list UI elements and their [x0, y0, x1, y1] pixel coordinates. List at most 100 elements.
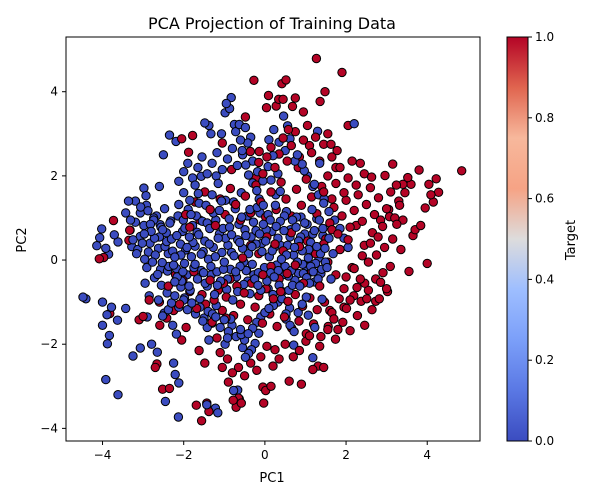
data-point-target-1: [298, 135, 309, 145]
data-point-target-0: [212, 148, 222, 158]
data-point-target-0: [247, 241, 257, 252]
data-point-target-0: [172, 230, 182, 241]
data-point-target-0: [240, 352, 251, 362]
data-point-target-1: [288, 352, 298, 362]
data-point-target-0: [231, 267, 241, 277]
data-point-target-0: [198, 316, 208, 326]
data-point-target-1: [347, 156, 357, 166]
data-point-target-1: [138, 311, 148, 322]
data-point-target-0: [182, 242, 192, 253]
data-point-target-1: [414, 165, 424, 175]
data-point-target-0: [139, 183, 149, 193]
data-point-target-1: [339, 284, 349, 294]
data-point-target-0: [289, 242, 300, 253]
data-point-target-0: [216, 196, 227, 206]
data-point-target-0: [186, 252, 197, 262]
data-point-target-1: [290, 260, 300, 270]
data-point-target-1: [327, 194, 337, 204]
data-point-target-1: [125, 225, 135, 235]
data-point-target-1: [254, 157, 264, 168]
data-point-target-1: [258, 270, 268, 280]
data-point-target-1: [304, 331, 315, 341]
data-point-target-1: [332, 145, 342, 156]
data-point-target-0: [309, 225, 320, 236]
y-axis-ticks: −4 −2 0 2 4: [40, 85, 66, 435]
data-point-target-1: [294, 345, 305, 356]
data-point-target-1: [355, 274, 365, 284]
data-point-target-0: [211, 312, 221, 322]
data-point-target-0: [140, 254, 150, 264]
data-point-target-0: [97, 320, 108, 330]
data-point-target-0: [308, 353, 318, 363]
data-point-target-0: [248, 217, 259, 227]
data-point-target-1: [187, 130, 198, 141]
data-point-target-1: [308, 364, 318, 375]
data-point-target-1: [341, 303, 352, 314]
data-point-target-1: [280, 339, 290, 349]
data-point-target-1: [374, 294, 384, 304]
data-point-target-0: [192, 274, 203, 284]
data-point-target-0: [261, 236, 271, 246]
data-point-target-0: [328, 249, 338, 259]
data-point-target-0: [232, 160, 243, 171]
data-point-target-0: [202, 169, 212, 179]
data-point-target-1: [210, 220, 221, 231]
data-point-target-1: [323, 324, 333, 335]
data-point-target-0: [264, 303, 274, 314]
colorbar-tick-label: 1.0: [535, 30, 554, 44]
y-tick-label: 4: [50, 85, 58, 99]
data-point-target-0: [78, 292, 88, 302]
data-point-target-0: [253, 280, 263, 290]
data-point-target-0: [143, 206, 153, 216]
data-point-target-1: [431, 174, 441, 184]
data-point-target-1: [315, 281, 325, 291]
data-point-target-1: [403, 172, 413, 183]
data-point-target-1: [392, 219, 402, 230]
data-point-target-0: [326, 274, 336, 284]
data-point-target-1: [310, 132, 321, 142]
data-point-target-0: [184, 281, 194, 291]
data-point-target-1: [352, 282, 362, 293]
data-point-target-1: [270, 162, 280, 173]
data-point-target-1: [256, 352, 266, 362]
data-point-target-0: [153, 295, 164, 305]
data-point-target-1: [290, 289, 300, 300]
y-tick-label: 2: [50, 169, 58, 183]
data-point-target-0: [190, 259, 200, 269]
data-point-target-0: [349, 119, 359, 129]
data-point-target-0: [315, 158, 325, 169]
data-point-target-1: [177, 335, 187, 345]
data-point-target-1: [373, 232, 383, 242]
data-point-target-1: [298, 107, 309, 117]
data-point-target-1: [276, 286, 286, 297]
data-point-target-1: [361, 199, 372, 210]
data-point-target-1: [266, 187, 276, 197]
x-tick-label: −2: [175, 448, 193, 462]
data-point-target-1: [215, 347, 225, 358]
data-point-target-0: [179, 258, 190, 269]
data-point-target-0: [128, 351, 138, 361]
data-point-target-1: [262, 152, 272, 162]
data-point-target-0: [102, 310, 112, 320]
data-point-target-0: [240, 122, 251, 133]
data-point-target-0: [157, 225, 168, 235]
data-point-target-1: [283, 124, 294, 135]
data-point-target-1: [360, 320, 370, 330]
data-point-target-0: [269, 124, 279, 135]
data-point-target-0: [170, 291, 180, 301]
data-point-target-0: [217, 164, 228, 175]
data-point-target-0: [182, 305, 193, 315]
data-point-target-1: [365, 238, 376, 248]
data-point-target-1: [416, 220, 426, 231]
data-point-target-1: [286, 140, 296, 151]
data-point-target-1: [381, 204, 392, 214]
data-point-target-0: [276, 254, 287, 264]
data-point-target-1: [177, 134, 187, 144]
data-point-target-1: [240, 112, 251, 122]
data-point-target-1: [274, 354, 284, 364]
data-point-target-0: [243, 170, 254, 180]
data-point-target-1: [290, 93, 300, 103]
data-point-target-0: [257, 246, 267, 257]
data-point-target-1: [237, 253, 248, 263]
